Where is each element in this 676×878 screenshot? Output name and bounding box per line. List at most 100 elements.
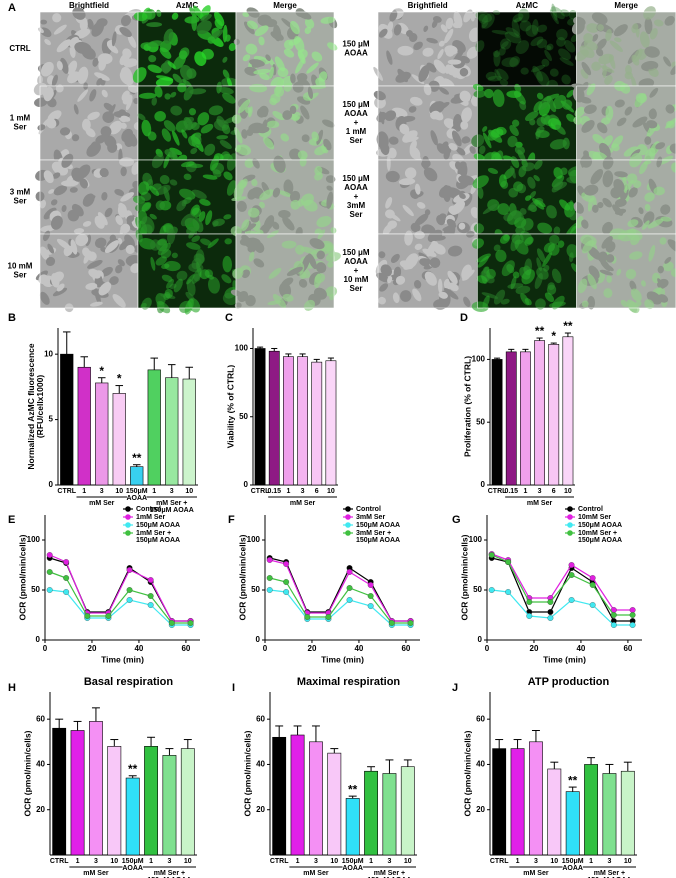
cell [385, 170, 400, 183]
cell [577, 278, 588, 294]
cell [86, 142, 101, 157]
bar [60, 353, 74, 486]
cell [506, 263, 515, 274]
error-bar [587, 757, 596, 765]
cell [329, 293, 335, 301]
error-bar [508, 348, 515, 352]
x-tick-label: 10 [624, 858, 632, 865]
legend-label: 3mM Ser [356, 514, 385, 521]
cell [397, 45, 414, 56]
cell [643, 6, 656, 20]
cell [605, 254, 615, 263]
cell [541, 58, 550, 67]
bar [510, 748, 525, 856]
bar [297, 356, 308, 486]
point [46, 587, 53, 593]
series-line [491, 553, 633, 611]
cell [429, 257, 441, 268]
cell [259, 189, 274, 201]
cell [451, 130, 462, 147]
cell [196, 20, 212, 35]
cell [218, 87, 234, 95]
cell [665, 117, 676, 129]
cell [549, 234, 560, 245]
cell [556, 37, 566, 47]
cell [592, 33, 599, 42]
legend-marker [125, 522, 131, 528]
bar [268, 350, 280, 486]
cell [423, 83, 432, 96]
error-bar [271, 347, 278, 352]
bar [345, 798, 360, 856]
legend-label: Control [136, 506, 161, 513]
cell [472, 175, 489, 189]
x-tick-label: 10 [564, 488, 572, 495]
cell [191, 13, 198, 32]
cell [242, 54, 251, 62]
cell [79, 178, 88, 189]
cell [544, 292, 555, 303]
cell [39, 199, 47, 209]
cell [223, 171, 233, 181]
cell [89, 301, 103, 307]
cell [525, 111, 539, 122]
cell [390, 253, 400, 263]
significance: ** [535, 324, 545, 338]
cell [520, 67, 529, 75]
y-tick-label: 50 [251, 585, 260, 594]
cell [625, 268, 637, 280]
cell [395, 71, 411, 83]
x-tick-label: 150μM [342, 858, 364, 865]
cell [200, 14, 212, 22]
cell [253, 68, 271, 75]
cell [109, 276, 119, 285]
cell [169, 179, 178, 186]
cell [635, 300, 642, 307]
cell [546, 43, 554, 51]
cell [150, 256, 156, 271]
cell [514, 239, 529, 255]
y-tick-label: 100 [472, 355, 486, 364]
bar [147, 369, 161, 486]
cell [583, 33, 594, 44]
cell [50, 215, 63, 230]
cell [620, 299, 628, 308]
cell [550, 6, 565, 20]
point [568, 597, 575, 603]
cell [452, 21, 463, 29]
cell [114, 189, 125, 196]
cell [290, 199, 301, 210]
cell [482, 203, 498, 215]
error-bar [257, 346, 264, 349]
row-label: Ser [14, 197, 27, 206]
cell [649, 28, 658, 40]
cell [316, 215, 332, 228]
cell [98, 58, 107, 71]
cell [583, 184, 599, 196]
cell [416, 202, 426, 209]
cell [660, 204, 671, 215]
cell [613, 24, 628, 37]
cell [61, 204, 67, 213]
cell [193, 273, 201, 282]
cell [315, 262, 327, 274]
x-tick-label: 3 [301, 488, 305, 495]
cell [186, 242, 201, 250]
x-tick-label: 60 [623, 644, 632, 653]
cell [316, 129, 324, 145]
cell [414, 231, 425, 240]
cell [473, 223, 485, 234]
point [367, 582, 374, 588]
error-bar [568, 786, 577, 792]
cell [149, 185, 160, 196]
cell [327, 42, 338, 51]
error-bar [327, 357, 334, 361]
cell [500, 38, 512, 50]
legend-marker [345, 514, 351, 520]
cell [387, 147, 397, 159]
cell [549, 9, 559, 25]
bar [182, 378, 196, 486]
y-axis-label: Viability (% of CTRL) [225, 365, 235, 449]
cell [379, 283, 389, 292]
bar [130, 466, 144, 486]
